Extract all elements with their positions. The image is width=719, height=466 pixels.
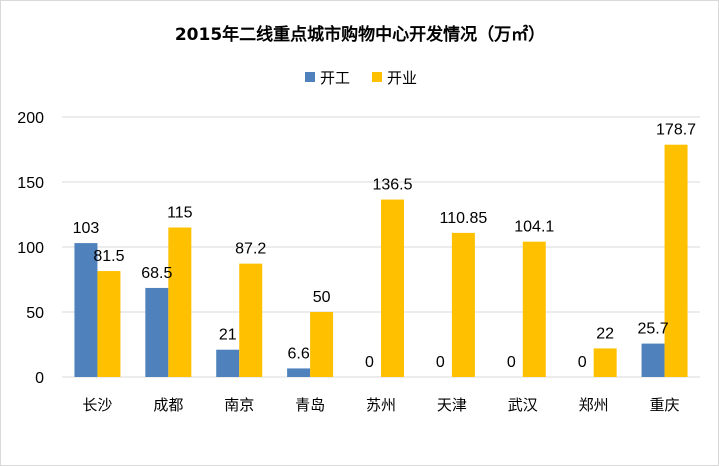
legend-swatch-kaiye [372,72,382,82]
x-tick-label: 成都 [153,396,183,414]
data-label: 178.7 [656,122,696,139]
x-tick-label: 重庆 [650,396,680,414]
bar-kaiye [168,227,192,377]
data-label: 21 [219,327,237,344]
y-axis: 0 50 100 150 200 [17,110,44,387]
data-label: 0 [365,354,374,371]
bar-kaiye [381,199,404,377]
y-tick-label: 150 [17,175,44,192]
legend-label-kaigong: 开工 [320,69,350,87]
y-tick-label: 200 [17,110,44,127]
bar-kaigong [216,349,240,377]
bars [74,144,688,377]
y-tick-label: 100 [17,240,44,257]
bar-kaiye [310,312,334,377]
bar-kaiye [239,263,263,377]
x-axis: 长沙 成都 南京 青岛 苏州 天津 武汉 郑州 重庆 [82,396,679,414]
bar-kaigong [287,368,311,377]
y-tick-label: 0 [35,370,44,387]
data-label: 110.85 [440,210,488,227]
bar-kaigong [641,343,665,377]
bar-kaiye [664,144,688,377]
data-label: 115 [167,205,193,222]
data-label: 103 [73,220,100,237]
data-label: 81.5 [93,248,124,265]
data-label: 6.6 [287,345,309,362]
data-label: 0 [578,354,587,371]
legend-label-kaiye: 开业 [387,69,417,87]
y-tick-label: 50 [26,305,44,322]
x-tick-label: 青岛 [295,396,325,414]
data-label: 0 [507,354,516,371]
bar-kaiye [593,348,617,377]
bar-kaigong [74,243,98,377]
bar-kaiye [97,271,121,377]
data-label: 136.5 [372,177,412,194]
legend: 开工 开业 [305,69,417,87]
data-label: 25.7 [637,321,668,338]
data-label: 0 [436,354,445,371]
data-label: 22 [596,325,614,342]
x-tick-label: 武汉 [508,396,538,414]
bar-kaiye [451,232,475,377]
data-label: 87.2 [235,241,266,258]
x-tick-label: 南京 [224,396,254,414]
legend-swatch-kaigong [305,72,315,82]
data-label: 104.1 [514,219,554,236]
data-labels: 103 81.5 68.5 115 21 87.2 6.6 50 0 136.5 0 110.85 0 1… [73,122,697,371]
x-tick-label: 天津 [437,396,467,414]
x-tick-label: 长沙 [82,396,112,414]
x-tick-label: 苏州 [366,396,396,414]
bar-kaigong [145,287,169,377]
chart-title: 2015年二线重点城市购物中心开发情况（万㎡） [175,24,545,45]
bar-kaiye [522,241,546,377]
x-tick-label: 郑州 [579,396,609,414]
data-label: 68.5 [141,265,172,282]
data-label: 50 [313,289,331,306]
